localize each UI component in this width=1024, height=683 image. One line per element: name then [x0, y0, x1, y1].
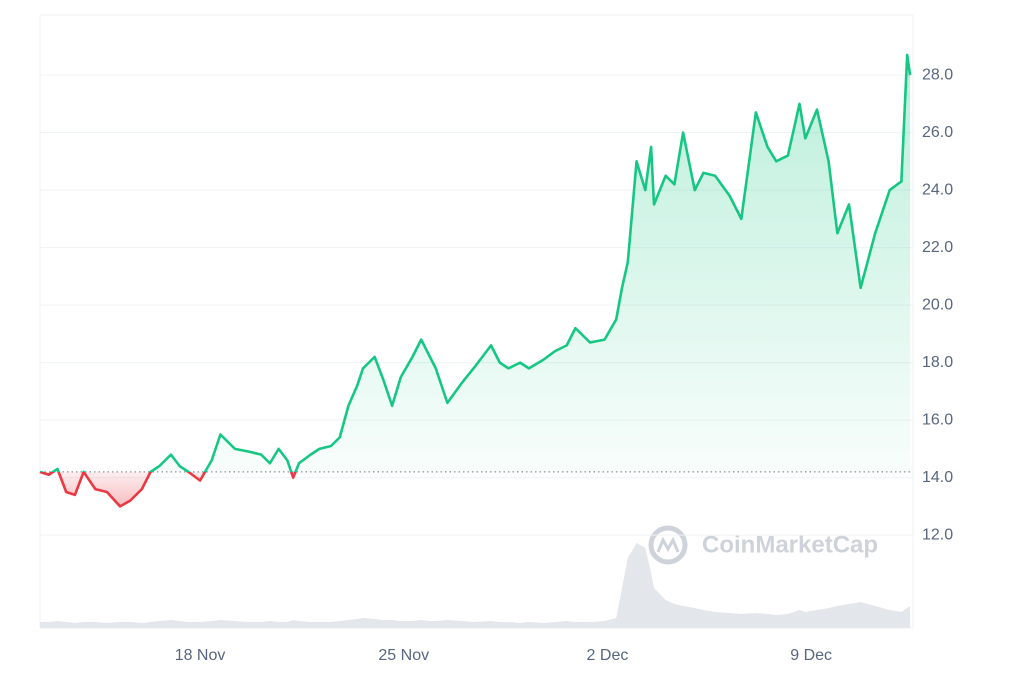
watermark-logo — [648, 525, 688, 565]
watermark-logo-mark — [656, 536, 680, 553]
y-tick-label: 20.0 — [922, 296, 953, 313]
watermark: CoinMarketCap — [648, 525, 878, 565]
y-tick-label: 18.0 — [922, 354, 953, 371]
x-tick-label: 9 Dec — [790, 647, 832, 664]
price-line — [39, 53, 912, 508]
x-tick-label: 25 Nov — [378, 647, 429, 664]
y-tick-label: 26.0 — [922, 124, 953, 141]
price-area — [40, 54, 911, 507]
y-tick-label: 24.0 — [922, 181, 953, 198]
watermark-text: CoinMarketCap — [702, 531, 878, 558]
y-tick-label: 22.0 — [922, 239, 953, 256]
y-tick-label: 14.0 — [922, 469, 953, 486]
y-tick-label: 12.0 — [922, 526, 953, 543]
y-tick-label: 28.0 — [922, 66, 953, 83]
x-tick-label: 2 Dec — [587, 647, 629, 664]
x-tick-label: 18 Nov — [175, 647, 226, 664]
y-tick-label: 16.0 — [922, 411, 953, 428]
volume-area — [40, 543, 911, 628]
